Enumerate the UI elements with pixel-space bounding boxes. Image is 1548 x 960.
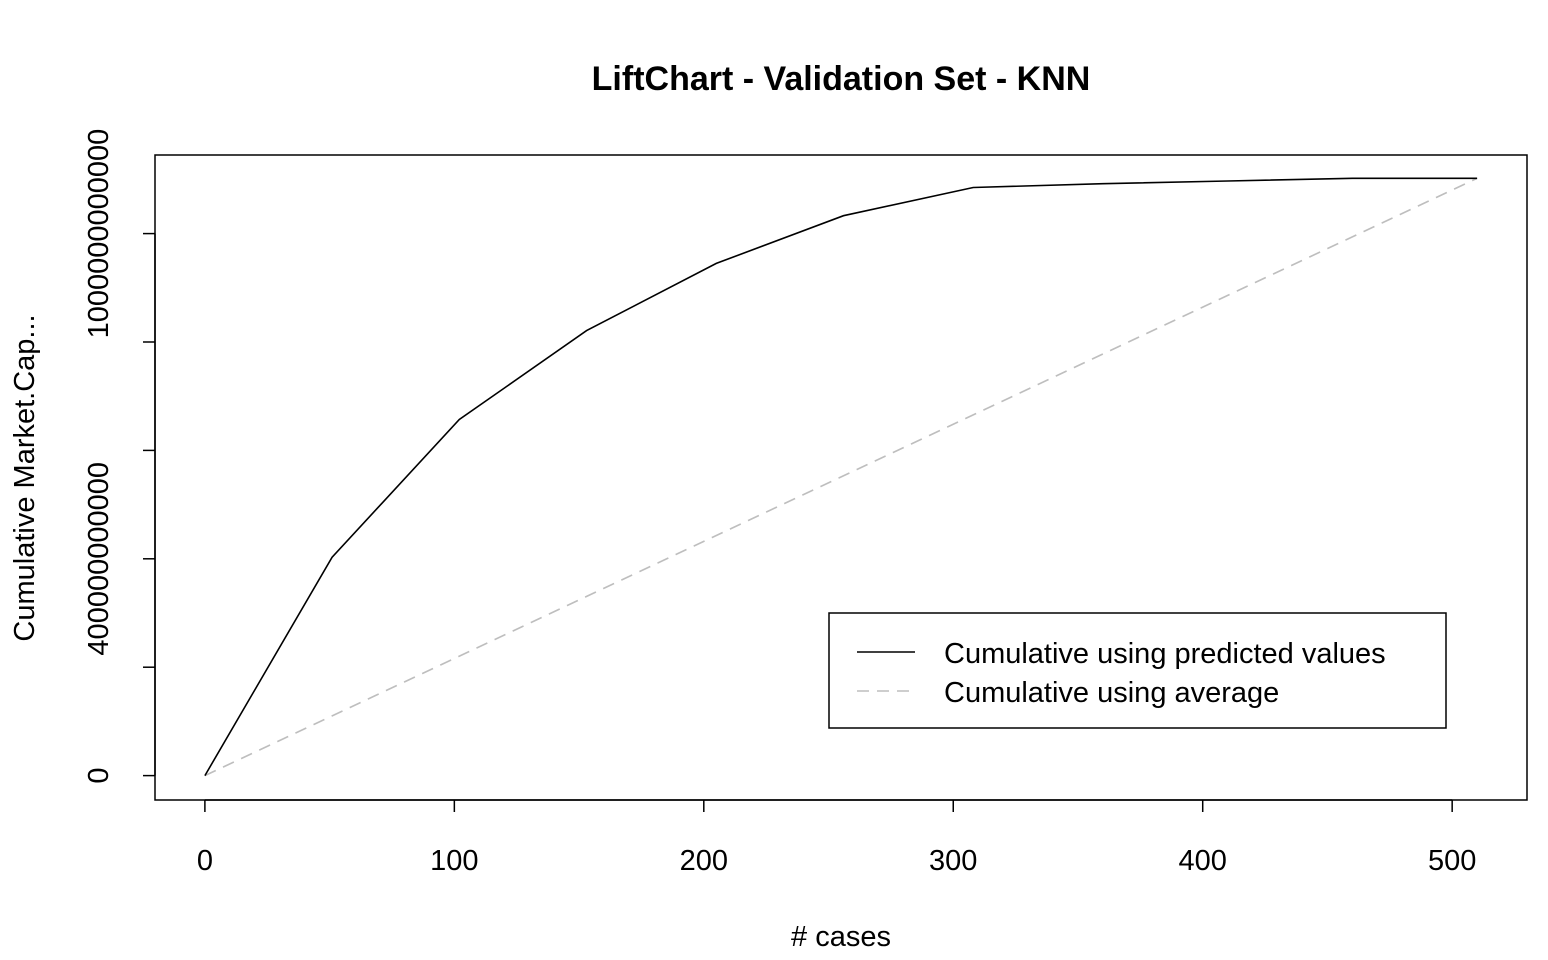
legend-box: [828, 612, 1447, 729]
series-layer: [204, 177, 1478, 777]
legend-label-average: Cumulative using average: [944, 677, 1279, 709]
series-line-predicted: [204, 177, 1478, 777]
x-tick-label: 0: [197, 845, 213, 877]
x-axis-label: # cases: [791, 921, 891, 953]
x-tick-label: 300: [929, 845, 977, 877]
x-tick-label: 400: [1179, 845, 1227, 877]
chart-title: LiftChart - Validation Set - KNN: [592, 60, 1091, 98]
x-axis: 0 100 200 300 400 500: [197, 799, 1476, 877]
x-tick-label: 100: [430, 845, 478, 877]
y-tick-label: 400000000000: [83, 462, 115, 656]
x-tick-label: 200: [680, 845, 728, 877]
x-tick-label: 500: [1428, 845, 1476, 877]
series-line-average: [204, 177, 1478, 777]
legend: Cumulative using predicted values Cumula…: [828, 612, 1447, 729]
y-tick-label: 1000000000000: [83, 129, 115, 339]
y-axis-label: Cumulative Market.Cap...: [9, 314, 41, 641]
y-tick-label: 0: [83, 768, 115, 784]
legend-label-predicted: Cumulative using predicted values: [944, 638, 1386, 670]
y-axis: 0 400000000000 1000000000000: [83, 129, 156, 784]
